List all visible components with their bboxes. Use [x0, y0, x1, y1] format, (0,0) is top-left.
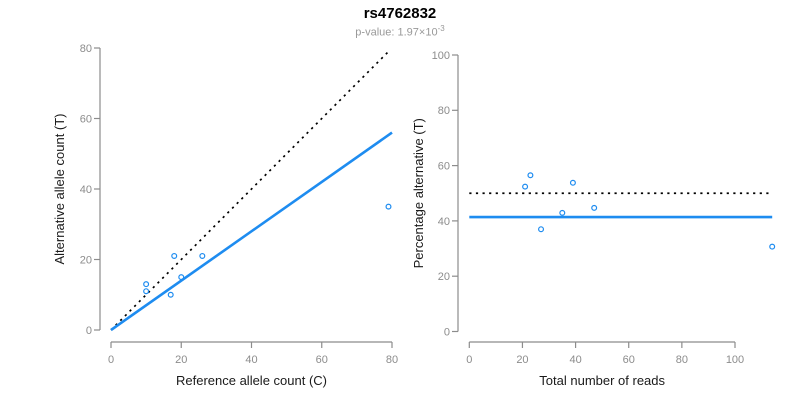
x-tick-label: 40 — [245, 354, 257, 366]
x-tick-label: 20 — [516, 354, 528, 366]
x-tick-label: 20 — [175, 354, 187, 366]
x-axis-title: Reference allele count (C) — [176, 373, 327, 388]
data-point — [522, 183, 529, 190]
y-tick-label: 0 — [86, 325, 92, 337]
y-tick-label: 60 — [80, 113, 92, 125]
y-tick-label: 100 — [432, 50, 450, 62]
data-point — [769, 243, 776, 250]
x-tick-label: 100 — [726, 354, 744, 366]
y-tick-label: 20 — [438, 271, 450, 283]
y-tick-label: 40 — [80, 184, 92, 196]
data-point — [143, 281, 150, 288]
x-tick-label: 0 — [108, 354, 114, 366]
y-tick-label: 60 — [438, 160, 450, 172]
x-tick-label: 60 — [316, 354, 328, 366]
y-axis-title: Alternative allele count (T) — [52, 113, 67, 264]
y-tick-label: 40 — [438, 216, 450, 228]
x-tick-label: 0 — [466, 354, 472, 366]
fit-line — [110, 131, 393, 332]
data-point — [199, 252, 206, 259]
y-tick-label: 0 — [444, 326, 450, 338]
x-tick-label: 80 — [676, 354, 688, 366]
data-point — [538, 226, 545, 233]
data-point — [559, 209, 566, 216]
data-point — [143, 288, 150, 295]
data-point — [178, 274, 185, 281]
data-point — [385, 203, 392, 210]
y-tick-label: 80 — [80, 43, 92, 55]
x-tick-label: 80 — [386, 354, 398, 366]
y-tick-label: 80 — [438, 105, 450, 117]
panel-left: 0 20 40 60 80 0 20 40 60 80 Reference allele count… — [52, 43, 398, 388]
data-point — [527, 172, 534, 179]
data-point — [591, 204, 598, 211]
identity-line — [110, 50, 390, 331]
data-point — [167, 291, 174, 298]
x-axis-title: Total number of reads — [539, 373, 665, 388]
x-tick-label: 60 — [623, 354, 635, 366]
x-tick-label: 40 — [569, 354, 581, 366]
data-point — [569, 179, 576, 186]
y-tick-label: 20 — [80, 254, 92, 266]
y-axis-title: Percentage alternative (T) — [411, 118, 426, 268]
panel-right: 0 20 40 60 80 100 0 20 40 60 80 100 Total number of … — [411, 50, 776, 388]
data-point — [171, 252, 178, 259]
